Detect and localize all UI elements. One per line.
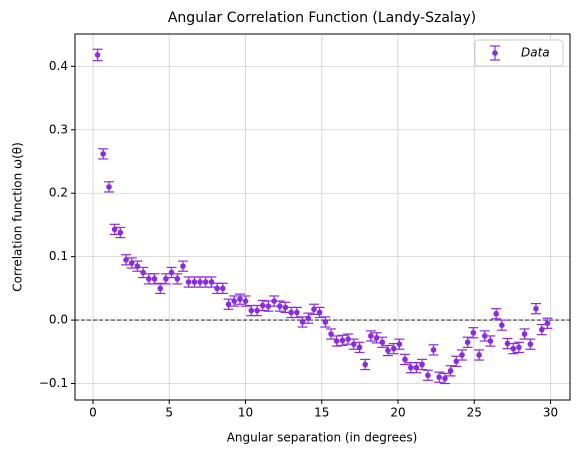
data-point: [402, 356, 408, 363]
data-point: [538, 326, 545, 333]
data-point: [487, 338, 494, 344]
chart-title: Angular Correlation Function (Landy-Szal…: [168, 10, 476, 26]
x-tick-label: 0: [89, 406, 97, 420]
data-point: [157, 285, 164, 292]
data-point: [299, 319, 306, 325]
data-point: [305, 315, 312, 321]
y-tick-label: −0.1: [39, 376, 68, 390]
data-point: [208, 279, 215, 285]
data-point: [533, 305, 539, 312]
data-point: [106, 184, 112, 190]
data-point: [499, 322, 505, 328]
data-point: [271, 298, 277, 304]
data-point: [288, 309, 295, 316]
data-point: [197, 279, 203, 285]
data-point: [544, 320, 551, 327]
x-tick-label: 5: [165, 406, 173, 420]
data-point: [476, 352, 482, 358]
data-point: [379, 339, 386, 346]
y-axis-label: Correlation function ω(θ): [11, 142, 25, 292]
x-tick-label: 15: [314, 406, 329, 420]
data-point: [219, 285, 226, 292]
data-point: [180, 263, 186, 269]
legend-label: Data: [521, 46, 550, 60]
data-point: [94, 52, 101, 58]
data-point: [333, 338, 340, 344]
data-point: [259, 302, 266, 309]
y-tick-label: 0.4: [49, 59, 68, 73]
data-point: [464, 339, 471, 346]
x-tick-label: 20: [390, 406, 405, 420]
data-point: [390, 345, 397, 352]
data-point: [242, 298, 249, 304]
data-point: [407, 364, 414, 371]
data-point: [504, 340, 511, 347]
data-point: [516, 344, 522, 351]
data-point: [248, 307, 255, 314]
x-tick-label: 10: [238, 406, 253, 420]
data-point: [425, 372, 431, 379]
data-point: [146, 276, 152, 282]
data-point: [345, 336, 351, 342]
data-point: [447, 368, 454, 374]
data-point: [481, 333, 488, 339]
data-point: [459, 352, 465, 358]
data-point: [521, 331, 528, 337]
data-point: [339, 337, 346, 344]
data-point: [254, 307, 260, 314]
data-point: [185, 279, 192, 285]
data-point: [214, 285, 220, 292]
data-point: [174, 276, 181, 282]
data-point: [373, 335, 380, 341]
data-point: [282, 304, 289, 311]
data-point: [396, 341, 403, 347]
data-point: [453, 358, 460, 365]
data-point: [356, 344, 363, 351]
data-point: [493, 310, 499, 317]
y-tick-label: 0.2: [49, 186, 68, 200]
data-point: [527, 341, 534, 347]
data-point: [277, 303, 283, 309]
data-point: [442, 375, 448, 382]
data-point: [163, 276, 169, 282]
y-tick-label: 0.1: [49, 249, 68, 263]
data-point: [237, 296, 243, 302]
x-tick-label: 30: [543, 406, 558, 420]
x-axis-label: Angular separation (in degrees): [227, 431, 418, 445]
data-point: [191, 279, 198, 285]
legend-box: [474, 39, 564, 67]
data-point: [265, 303, 272, 309]
data-point: [231, 298, 238, 304]
legend-swatch: [492, 50, 498, 56]
y-tick-label: 0.3: [49, 122, 68, 136]
data-point: [316, 309, 323, 316]
data-point: [117, 229, 124, 236]
data-point: [134, 263, 141, 269]
x-tick-label: 25: [467, 406, 482, 420]
data-point: [430, 347, 437, 353]
plot-frame: [74, 33, 571, 401]
data-point: [510, 345, 517, 352]
data-point: [385, 347, 391, 354]
data-point: [436, 374, 442, 380]
data-point: [151, 276, 158, 282]
data-point: [100, 151, 107, 157]
data-point: [470, 329, 477, 336]
data-point: [368, 333, 374, 339]
data-point: [419, 361, 425, 368]
data-point: [168, 269, 175, 276]
data-point: [140, 269, 146, 276]
y-tick-label: 0.0: [49, 313, 68, 327]
data-point: [294, 309, 300, 316]
data-point: [202, 279, 209, 285]
data-point: [362, 361, 368, 368]
data-point: [322, 319, 329, 325]
